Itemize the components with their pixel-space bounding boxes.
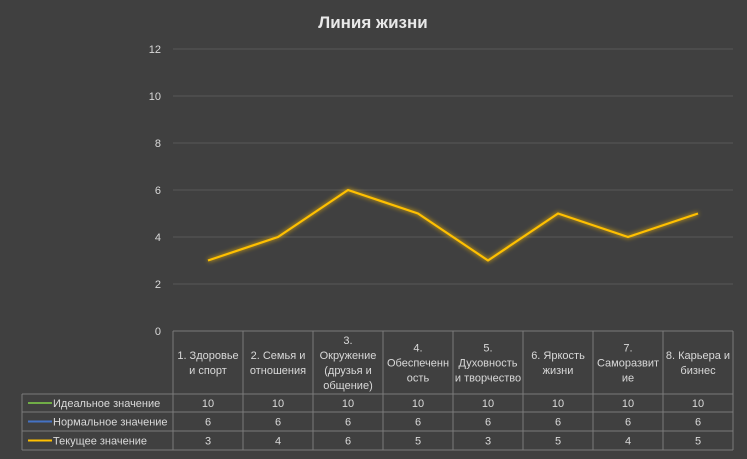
table-cell: 6 xyxy=(345,417,351,429)
category-label-line: Саморазвит xyxy=(597,358,659,370)
table-cell: 3 xyxy=(205,436,211,448)
series-line xyxy=(207,188,699,262)
table-cell: 5 xyxy=(695,436,701,448)
category-label-line: общение) xyxy=(323,380,372,392)
category-label-line: 6. Яркость xyxy=(531,350,585,362)
table-cell: 6 xyxy=(695,417,701,429)
series-lines xyxy=(207,94,699,262)
table-cell: 10 xyxy=(482,398,494,410)
category-label: 3. Окружение (друзья и общение) xyxy=(320,335,377,392)
table-cell: 6 xyxy=(415,417,421,429)
category-label-line: 7. xyxy=(623,343,632,355)
table-cell: 3 xyxy=(485,436,491,448)
category-label: 8. Карьера и бизнес xyxy=(666,350,730,377)
category-label-line: жизни xyxy=(543,365,574,377)
y-tick-label: 0 xyxy=(155,326,161,338)
category-label-line: и творчество xyxy=(455,373,521,385)
table-cell: 6 xyxy=(205,417,211,429)
y-tick-label: 12 xyxy=(149,44,161,56)
category-label: 7. Саморазвит ие xyxy=(597,343,659,385)
category-label-line: 8. Карьера и xyxy=(666,350,730,362)
y-tick-label: 8 xyxy=(155,138,161,150)
y-tick-label: 10 xyxy=(149,91,161,103)
category-label: 5. Духовность и творчество xyxy=(455,343,521,385)
category-label-line: ость xyxy=(407,373,430,385)
y-tick-label: 6 xyxy=(155,185,161,197)
category-label-line: 5. xyxy=(483,343,492,355)
category-label: 1. Здоровье и спорт xyxy=(177,350,238,377)
category-label-line: 2. Семья и xyxy=(251,350,306,362)
gridlines xyxy=(173,48,733,285)
y-tick-label: 2 xyxy=(155,279,161,291)
category-label: 2. Семья и отношения xyxy=(250,350,306,377)
y-axis-ticks: 0 2 4 6 8 10 12 xyxy=(149,44,161,338)
table-cell: 6 xyxy=(485,417,491,429)
category-label-line: Окружение xyxy=(320,350,377,362)
legend-label: Текущее значение xyxy=(53,436,147,448)
category-label: 6. Яркость жизни xyxy=(531,350,585,377)
category-label-line: бизнес xyxy=(680,365,716,377)
table-cell: 4 xyxy=(275,436,281,448)
category-label-line: ие xyxy=(622,373,634,385)
data-table: 1. Здоровье и спорт 2. Семья и отношения 3. О… xyxy=(21,330,734,451)
legend-label: Идеальное значение xyxy=(53,398,160,410)
table-cell: 10 xyxy=(272,398,284,410)
category-label-line: Духовность xyxy=(459,358,518,370)
table-cell: 6 xyxy=(625,417,631,429)
table-cell: 6 xyxy=(275,417,281,429)
table-cell: 6 xyxy=(345,436,351,448)
category-label-line: 4. xyxy=(413,343,422,355)
category-label-line: отношения xyxy=(250,365,306,377)
category-label-line: 3. xyxy=(343,335,352,347)
chart-title: Линия жизни xyxy=(318,13,427,32)
legend-label: Нормальное значение xyxy=(53,417,168,429)
table-cell: 5 xyxy=(415,436,421,448)
table-cell: 10 xyxy=(552,398,564,410)
category-label: 4. Обеспеченн ость xyxy=(387,343,449,385)
table-cell: 10 xyxy=(692,398,704,410)
table-cell: 4 xyxy=(625,436,631,448)
table-cell: 10 xyxy=(202,398,214,410)
category-label-line: (друзья и xyxy=(324,365,372,377)
y-tick-label: 4 xyxy=(155,232,161,244)
table-cell: 10 xyxy=(342,398,354,410)
table-cell: 10 xyxy=(412,398,424,410)
table-cell: 6 xyxy=(555,417,561,429)
table-cell: 10 xyxy=(622,398,634,410)
category-label-line: и спорт xyxy=(189,365,227,377)
category-label-line: 1. Здоровье xyxy=(177,350,238,362)
category-label-line: Обеспеченн xyxy=(387,358,449,370)
table-cell: 5 xyxy=(555,436,561,448)
